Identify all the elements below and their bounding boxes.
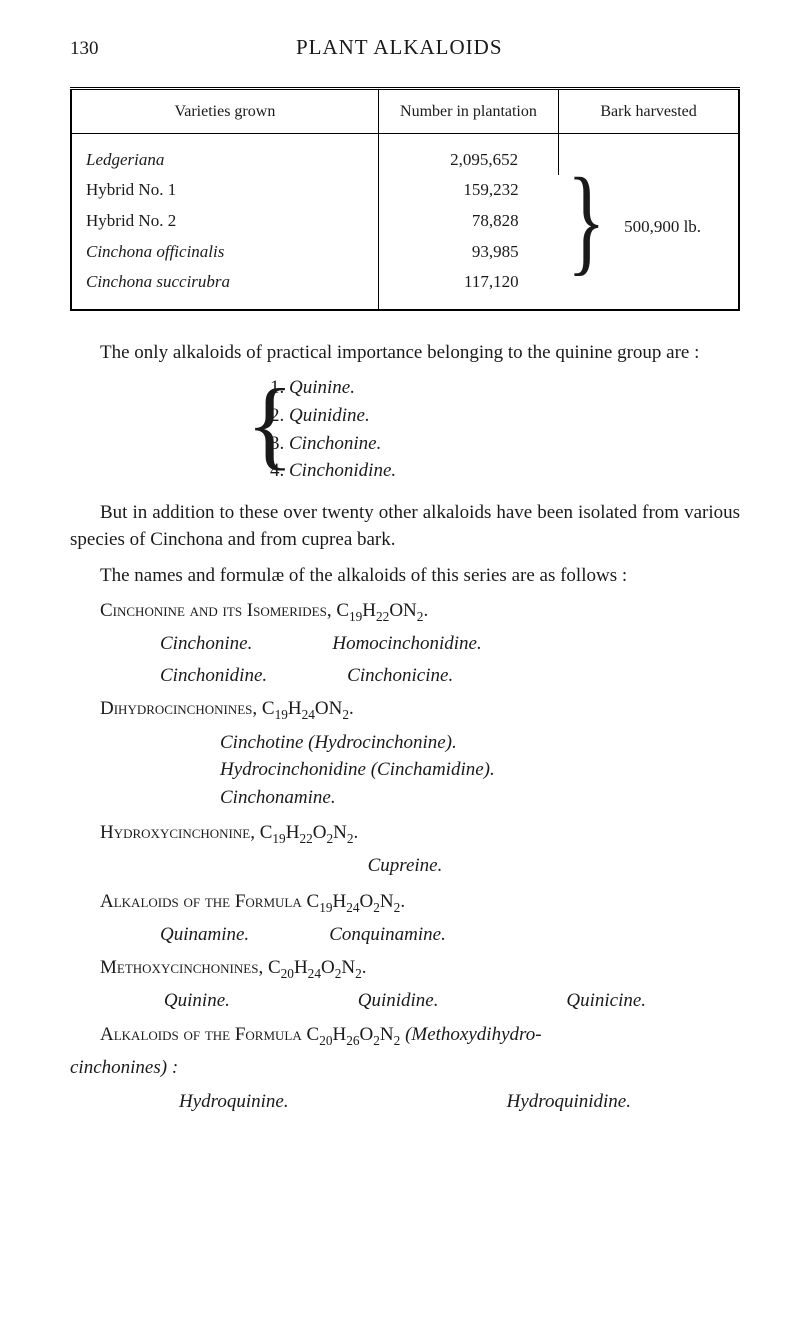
item-hydroquinine: Hydroquinine.: [179, 1088, 289, 1116]
table-header-row: Varieties grown Number in plantation Bar…: [71, 88, 739, 133]
item-quinine: Quinine.: [164, 987, 230, 1015]
cinchonine-row-1: Cinchonine. Homocinchonidine.: [160, 630, 740, 658]
list-item: 2. Quinidine.: [270, 402, 740, 430]
item-cinchotine: Cinchotine (Hydrocinchonine).: [220, 729, 740, 757]
cell-variety: Ledgeriana: [71, 133, 378, 175]
col-number: Number in plantation: [378, 88, 558, 133]
cell-number: 78,828: [378, 206, 558, 237]
page-header: 130 PLANT ALKALOIDS: [70, 32, 740, 63]
list-brace-icon: {: [246, 374, 294, 474]
cell-number: 93,985: [378, 237, 558, 268]
alkaloids2-heading: Alkaloids of the Formula C20H26O2N2 (Met…: [70, 1021, 740, 1050]
item-quinicine: Quinicine.: [566, 987, 646, 1015]
cinchonine-row-2: Cinchonidine. Cinchonicine.: [160, 662, 740, 690]
item-cinchonine: Cinchonine.: [160, 630, 252, 658]
cell-variety: Hybrid No. 1: [71, 175, 378, 206]
table-row: Ledgeriana 2,095,652}500,900 lb.: [71, 133, 739, 175]
cell-bark: } 500,900 lb.: [559, 133, 739, 310]
cell-number: 2,095,652: [378, 133, 558, 175]
item-homocinchonidine: Homocinchonidine.: [332, 630, 481, 658]
col-bark: Bark harvested: [559, 88, 739, 133]
paragraph-2: But in addition to these over twenty oth…: [70, 499, 740, 554]
quinine-list: { 1. Quinine.2. Quinidine.3. Cinchonine.…: [270, 374, 740, 484]
item-quinidine: Quinidine.: [358, 987, 439, 1015]
item-cinchonicine: Cinchonicine.: [347, 662, 453, 690]
item-hydroquinidine: Hydroquinidine.: [507, 1088, 631, 1116]
item-cupreine: Cupreine.: [70, 852, 740, 880]
item-cinchonidine: Cinchonidine.: [160, 662, 267, 690]
methoxy-row: Quinine. Quinidine. Quinicine.: [100, 987, 710, 1015]
alkaloids1-heading: Alkaloids of the Formula C19H24O2N2.: [70, 888, 740, 917]
list-item: 4. Cinchonidine.: [270, 457, 740, 485]
alkaloids2-continue: cinchonines) :: [70, 1054, 740, 1082]
cell-variety: Hybrid No. 2: [71, 206, 378, 237]
bark-brace-icon: }: [567, 134, 605, 308]
hydroxy-heading: Hydroxycinchonine, C19H22O2N2.: [70, 819, 740, 848]
col-varieties: Varieties grown: [71, 88, 378, 133]
intro-paragraph: The only alkaloids of practical importan…: [70, 339, 740, 367]
item-quinamine: Quinamine.: [160, 921, 249, 949]
methoxy-heading: Methoxycinchonines, C20H24O2N2.: [70, 954, 740, 983]
alkaloids1-row: Quinamine. Conquinamine.: [160, 921, 740, 949]
cell-variety: Cinchona succirubra: [71, 267, 378, 310]
paragraph-3: The names and formulæ of the alkaloids o…: [70, 562, 740, 590]
cell-variety: Cinchona officinalis: [71, 237, 378, 268]
item-cinchonamine: Cinchonamine.: [220, 784, 740, 812]
alkaloids2-row: Hydroquinine. Hydroquinidine.: [70, 1088, 740, 1116]
list-item: 1. Quinine.: [270, 374, 740, 402]
bark-total-value: 500,900 lb.: [624, 217, 701, 236]
cell-number: 117,120: [378, 267, 558, 310]
cinchonine-heading: Cinchonine and its Isomerides, C19H22ON2…: [70, 597, 740, 626]
list-item: 3. Cinchonine.: [270, 430, 740, 458]
dihydro-items: Cinchotine (Hydrocinchonine). Hydrocinch…: [220, 729, 740, 812]
varieties-table: Varieties grown Number in plantation Bar…: [70, 87, 740, 311]
cell-number: 159,232: [378, 175, 558, 206]
page-title: PLANT ALKALOIDS: [59, 32, 741, 62]
dihydro-heading: Dihydrocinchonines, C19H24ON2.: [70, 695, 740, 724]
item-conquinamine: Conquinamine.: [329, 921, 446, 949]
item-hydrocinchonidine: Hydrocinchonidine (Cinchamidine).: [220, 756, 740, 784]
